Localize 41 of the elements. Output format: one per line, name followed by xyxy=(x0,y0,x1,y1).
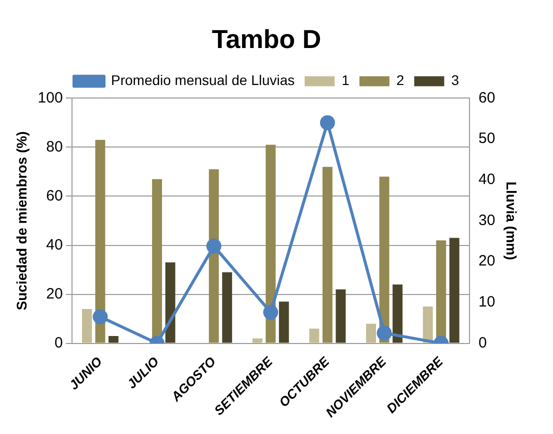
bar xyxy=(422,306,433,343)
y2-tick-label: 50 xyxy=(478,130,496,148)
bar xyxy=(208,169,219,343)
y-tick-label: 20 xyxy=(46,285,63,302)
bar xyxy=(449,238,460,343)
legend-label: 3 xyxy=(451,72,460,88)
y2-tick-label: 60 xyxy=(478,89,496,106)
y-tick-label: 80 xyxy=(46,138,63,156)
bar xyxy=(278,302,289,343)
bar xyxy=(336,289,346,343)
y2-tick-label: 20 xyxy=(478,252,496,270)
y2-tick-label: 30 xyxy=(478,212,496,229)
bar xyxy=(322,166,332,343)
bar xyxy=(379,176,390,343)
bar xyxy=(222,272,232,343)
y2-tick-label: 0 xyxy=(478,334,487,352)
bar xyxy=(252,338,262,343)
y-tick-label: 60 xyxy=(46,187,63,204)
point xyxy=(92,309,108,324)
bar xyxy=(366,324,376,343)
y-tick-label: 100 xyxy=(38,89,63,106)
y-axis-title: Suciedad de miembros (%) xyxy=(13,131,30,310)
point xyxy=(263,304,278,320)
point xyxy=(376,326,392,341)
bar xyxy=(165,262,176,343)
legend-label: Promedio mensual de Lluvias xyxy=(110,72,295,88)
y-tick-label: 40 xyxy=(46,236,63,254)
legend-label: 2 xyxy=(396,72,404,88)
chart-title: Tambo D xyxy=(212,24,322,54)
bar xyxy=(309,328,320,343)
y2-axis-title: Lluvia (mm) xyxy=(504,181,520,260)
point xyxy=(206,238,222,254)
bar xyxy=(108,336,118,343)
y2-tick-label: 40 xyxy=(478,171,496,188)
y2-tick-label: 10 xyxy=(478,294,496,311)
bar xyxy=(266,144,276,343)
y-tick-label: 0 xyxy=(54,334,63,352)
legend-label: 1 xyxy=(342,72,350,88)
bar xyxy=(392,284,403,343)
bar xyxy=(82,308,92,343)
point xyxy=(320,115,335,130)
